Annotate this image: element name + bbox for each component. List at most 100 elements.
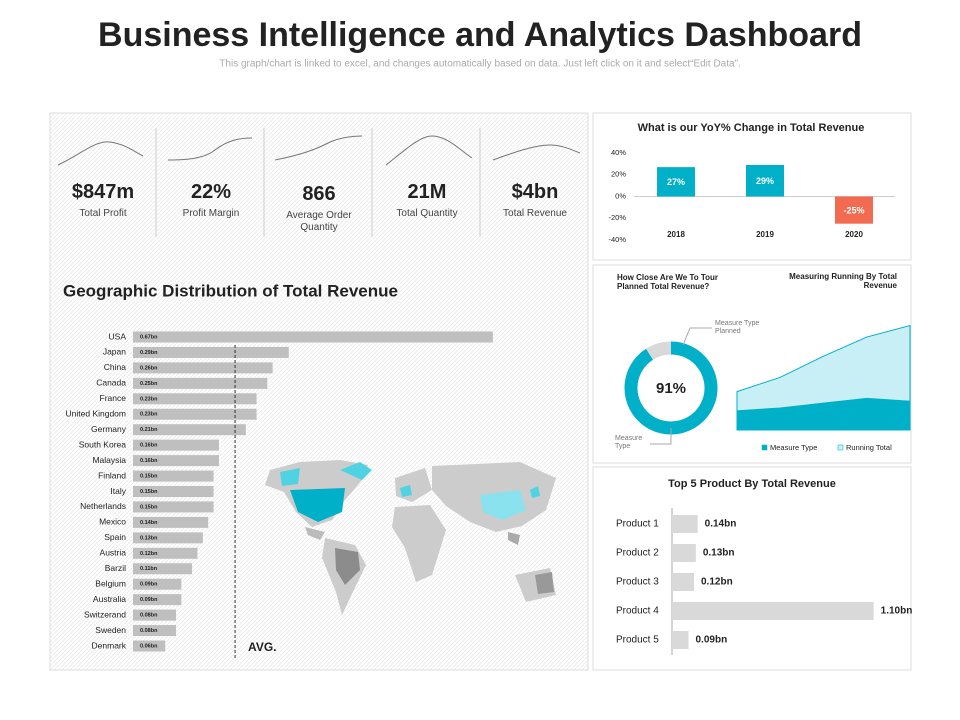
category-label: Belgium [95,578,126,588]
value-label: 27% [667,177,685,187]
bar [133,609,176,621]
category-label: Malaysia [92,455,126,465]
legend-swatch [761,444,768,451]
value-label: 0.16bn [140,458,158,464]
geo-title: Geographic Distribution of Total Revenue [63,281,398,300]
area [736,397,911,431]
kpi-value: 866 [302,183,336,205]
category-label: Japan [103,347,126,357]
bar [133,470,214,482]
category-label: Switzerand [84,609,126,619]
value-label: 0.15bn [140,489,158,495]
y-tick-label: 40% [611,148,626,157]
leader-line [650,428,672,445]
bar [657,167,695,197]
category-label: Italy [110,486,126,496]
kpi-label: Total Profit [79,208,127,219]
x-tick-label: 2020 [845,230,863,239]
center-label: 91% [656,380,686,397]
value-label: 0.15bn [140,504,158,510]
bar [133,331,493,343]
category-label: Germany [91,424,127,434]
chart-title: Measuring Running By Total Revenue [789,272,897,291]
value-label: 0.06bn [140,643,158,649]
kpi-value: $4bn [511,181,559,203]
category-label: South Korea [79,439,127,449]
bar [835,196,873,224]
value-label: 29% [756,176,774,186]
value-label: 0.08bn [140,613,158,619]
value-label: 0.21bn [140,427,158,433]
value-label: 0.67bn [140,334,158,340]
bar [133,532,203,544]
value-label: 0.08bn [140,628,158,634]
bar [133,424,246,436]
value-label: 0.23bn [140,412,158,418]
donut-slice [624,341,718,435]
bar [133,578,182,590]
bar [133,625,176,637]
value-label: 0.09bn [696,635,728,646]
bar [133,408,257,420]
legend-label: Measure Type [770,443,817,452]
bar [133,377,268,389]
chart-title: How Close Are We To Tour Planned Total R… [617,273,719,292]
category-label: Finland [98,470,126,480]
chart-title: Top 5 Product By Total Revenue [668,478,836,490]
category-label: Barzil [105,563,126,573]
bar [672,544,696,562]
product-panel [592,466,912,671]
bar [133,501,214,513]
value-label: 0.23bn [140,396,158,402]
bar [672,631,689,649]
bar [672,515,698,533]
kpi-value: $847m [71,181,135,203]
bar [133,547,198,559]
sparklines [57,135,581,166]
y-tick-label: 0% [615,191,626,200]
category-label: Product 3 [616,577,659,588]
bar [672,602,874,620]
value-label: 0.09bn [140,582,158,588]
value-label: -25% [843,205,864,215]
kpi-label: Average Order Quantity [286,210,352,233]
chart-title: What is our YoY% Change in Total Revenue [638,122,865,134]
category-label: Sweden [95,625,126,635]
value-label: 0.13bn [703,548,735,559]
x-tick-label: 2018 [667,230,685,239]
category-label: Spain [104,532,126,542]
category-label: Product 4 [616,606,659,617]
x-tick-label: 2019 [756,230,774,239]
category-label: Netherlands [80,501,126,511]
y-tick-label: 20% [611,170,626,179]
category-label: Canada [96,378,126,388]
category-label: Austria [100,548,127,558]
legend-label: Running Total [846,443,892,452]
bar [133,455,219,467]
value-label: 0.26bn [140,365,158,371]
kpi-value: 21M [407,181,447,203]
value-label: 0.12bn [140,551,158,557]
left-panel [49,112,589,671]
page-title: Business Intelligence and Analytics Dash… [98,16,862,54]
value-label: 0.14bn [140,520,158,526]
legend-label: Measure Type Planned [715,320,760,336]
kpi-label: Total Revenue [503,208,567,219]
value-label: 0.14bn [705,519,737,530]
page-subtitle: This graph/chart is linked to excel, and… [219,59,740,70]
kpi-label: Profit Margin [182,208,240,219]
category-label: Australia [93,594,126,604]
category-label: France [100,393,127,403]
bar [672,573,694,591]
category-label: Mexico [99,517,126,527]
bar [133,346,289,358]
bar [133,563,193,575]
kpi-dividers [155,128,481,237]
value-label: 0.15bn [140,474,158,480]
world-map [265,460,556,615]
value-label: 0.11bn [140,566,158,572]
bar [746,164,784,197]
value-label: 0.12bn [701,577,733,588]
